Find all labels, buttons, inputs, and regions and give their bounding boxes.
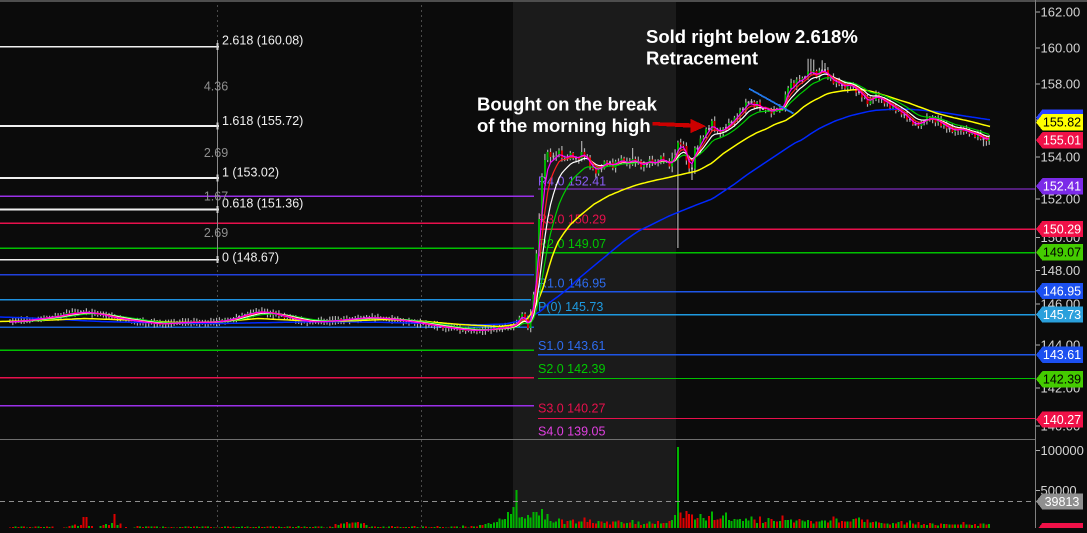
svg-text:155.82: 155.82 xyxy=(1043,116,1081,130)
svg-text:0 (148.67): 0 (148.67) xyxy=(222,250,279,264)
svg-text:2.69: 2.69 xyxy=(204,226,228,240)
svg-text:2.618 (160.08): 2.618 (160.08) xyxy=(222,33,303,47)
svg-text:150.29: 150.29 xyxy=(1043,222,1081,236)
svg-text:152.41: 152.41 xyxy=(1043,180,1081,194)
svg-text:154.00: 154.00 xyxy=(1041,149,1081,164)
svg-text:of the morning high: of the morning high xyxy=(477,115,651,136)
svg-text:Bought on the break: Bought on the break xyxy=(477,94,658,115)
svg-text:R1.0 146.95: R1.0 146.95 xyxy=(538,276,606,290)
svg-text:2.69: 2.69 xyxy=(204,146,228,160)
svg-text:1 (153.02): 1 (153.02) xyxy=(222,165,279,179)
svg-text:143.61: 143.61 xyxy=(1043,348,1081,362)
svg-text:160.00: 160.00 xyxy=(1041,40,1081,55)
svg-text:100000: 100000 xyxy=(1041,443,1084,458)
svg-text:1.67: 1.67 xyxy=(204,189,228,203)
svg-text:P(0) 145.73: P(0) 145.73 xyxy=(538,300,603,314)
svg-text:Retracement: Retracement xyxy=(646,47,758,68)
svg-text:4.36: 4.36 xyxy=(204,80,228,94)
svg-text:148.00: 148.00 xyxy=(1041,263,1081,278)
svg-text:39813: 39813 xyxy=(1045,495,1080,509)
svg-text:152.00: 152.00 xyxy=(1041,192,1081,207)
svg-text:155.01: 155.01 xyxy=(1043,134,1081,148)
svg-text:146.95: 146.95 xyxy=(1043,284,1081,298)
svg-text:140.27: 140.27 xyxy=(1043,413,1081,427)
svg-text:S1.0 143.61: S1.0 143.61 xyxy=(538,339,605,353)
svg-text:158.00: 158.00 xyxy=(1041,76,1081,91)
svg-text:145.73: 145.73 xyxy=(1043,308,1081,322)
svg-text:1.618 (155.72): 1.618 (155.72) xyxy=(222,114,303,128)
svg-text:142.39: 142.39 xyxy=(1043,373,1081,387)
svg-text:S2.0 142.39: S2.0 142.39 xyxy=(538,362,605,376)
svg-text:162.00: 162.00 xyxy=(1041,4,1081,19)
svg-text:149.07: 149.07 xyxy=(1043,246,1081,260)
svg-text:S4.0 139.05: S4.0 139.05 xyxy=(538,424,605,438)
svg-text:S3.0 140.27: S3.0 140.27 xyxy=(538,401,605,415)
svg-text:Sold right below 2.618%: Sold right below 2.618% xyxy=(646,26,858,47)
svg-text:R4.0 152.41: R4.0 152.41 xyxy=(538,175,606,189)
svg-text:0.618 (151.36): 0.618 (151.36) xyxy=(222,196,303,210)
